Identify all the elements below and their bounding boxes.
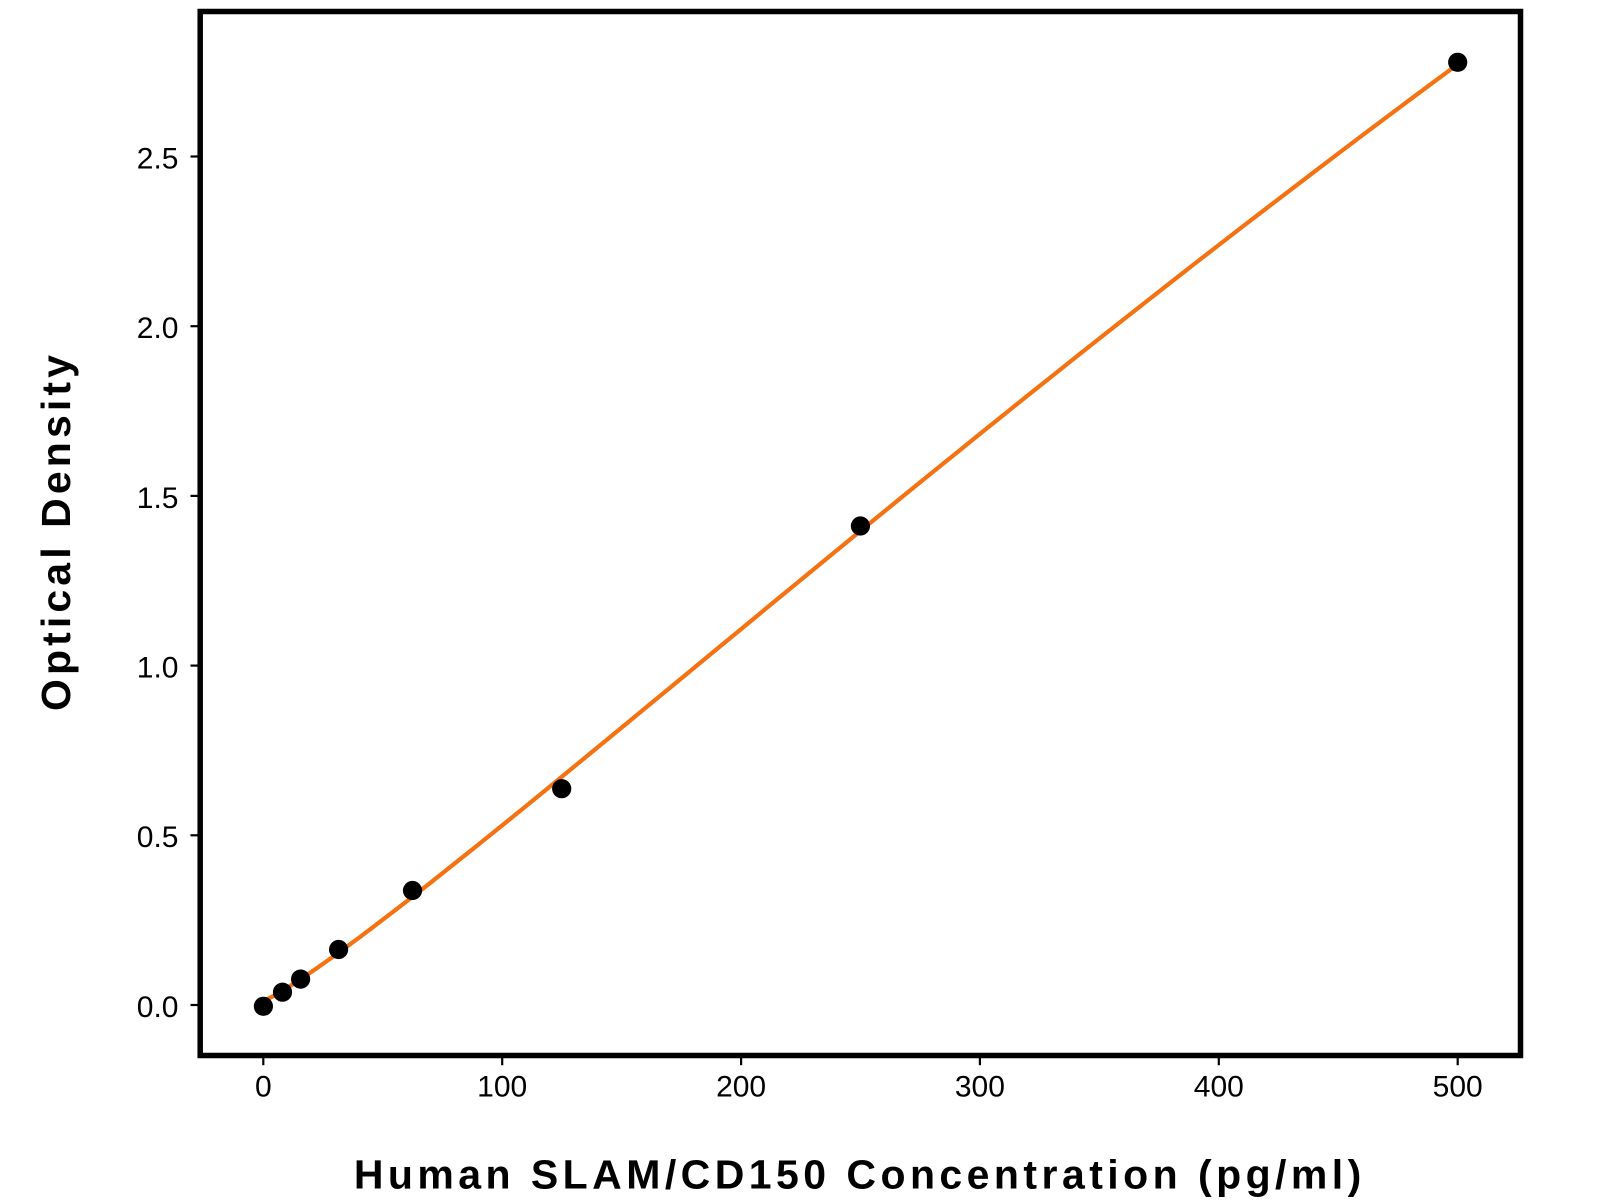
svg-text:1.5: 1.5 (137, 482, 179, 515)
svg-text:2.0: 2.0 (137, 312, 179, 345)
svg-text:Optical Density: Optical Density (33, 351, 79, 711)
svg-text:2.5: 2.5 (137, 142, 179, 175)
svg-text:400: 400 (1194, 1071, 1244, 1104)
svg-text:100: 100 (477, 1071, 527, 1104)
svg-text:0.5: 0.5 (137, 821, 179, 854)
svg-text:Human SLAM/CD150 Concentration: Human SLAM/CD150 Concentration (pg/ml) (354, 1151, 1366, 1197)
svg-text:0.0: 0.0 (137, 991, 179, 1024)
svg-text:200: 200 (716, 1071, 766, 1104)
svg-text:0: 0 (255, 1071, 272, 1104)
svg-text:300: 300 (955, 1071, 1005, 1104)
svg-text:1.0: 1.0 (137, 652, 179, 685)
svg-text:500: 500 (1433, 1071, 1483, 1104)
